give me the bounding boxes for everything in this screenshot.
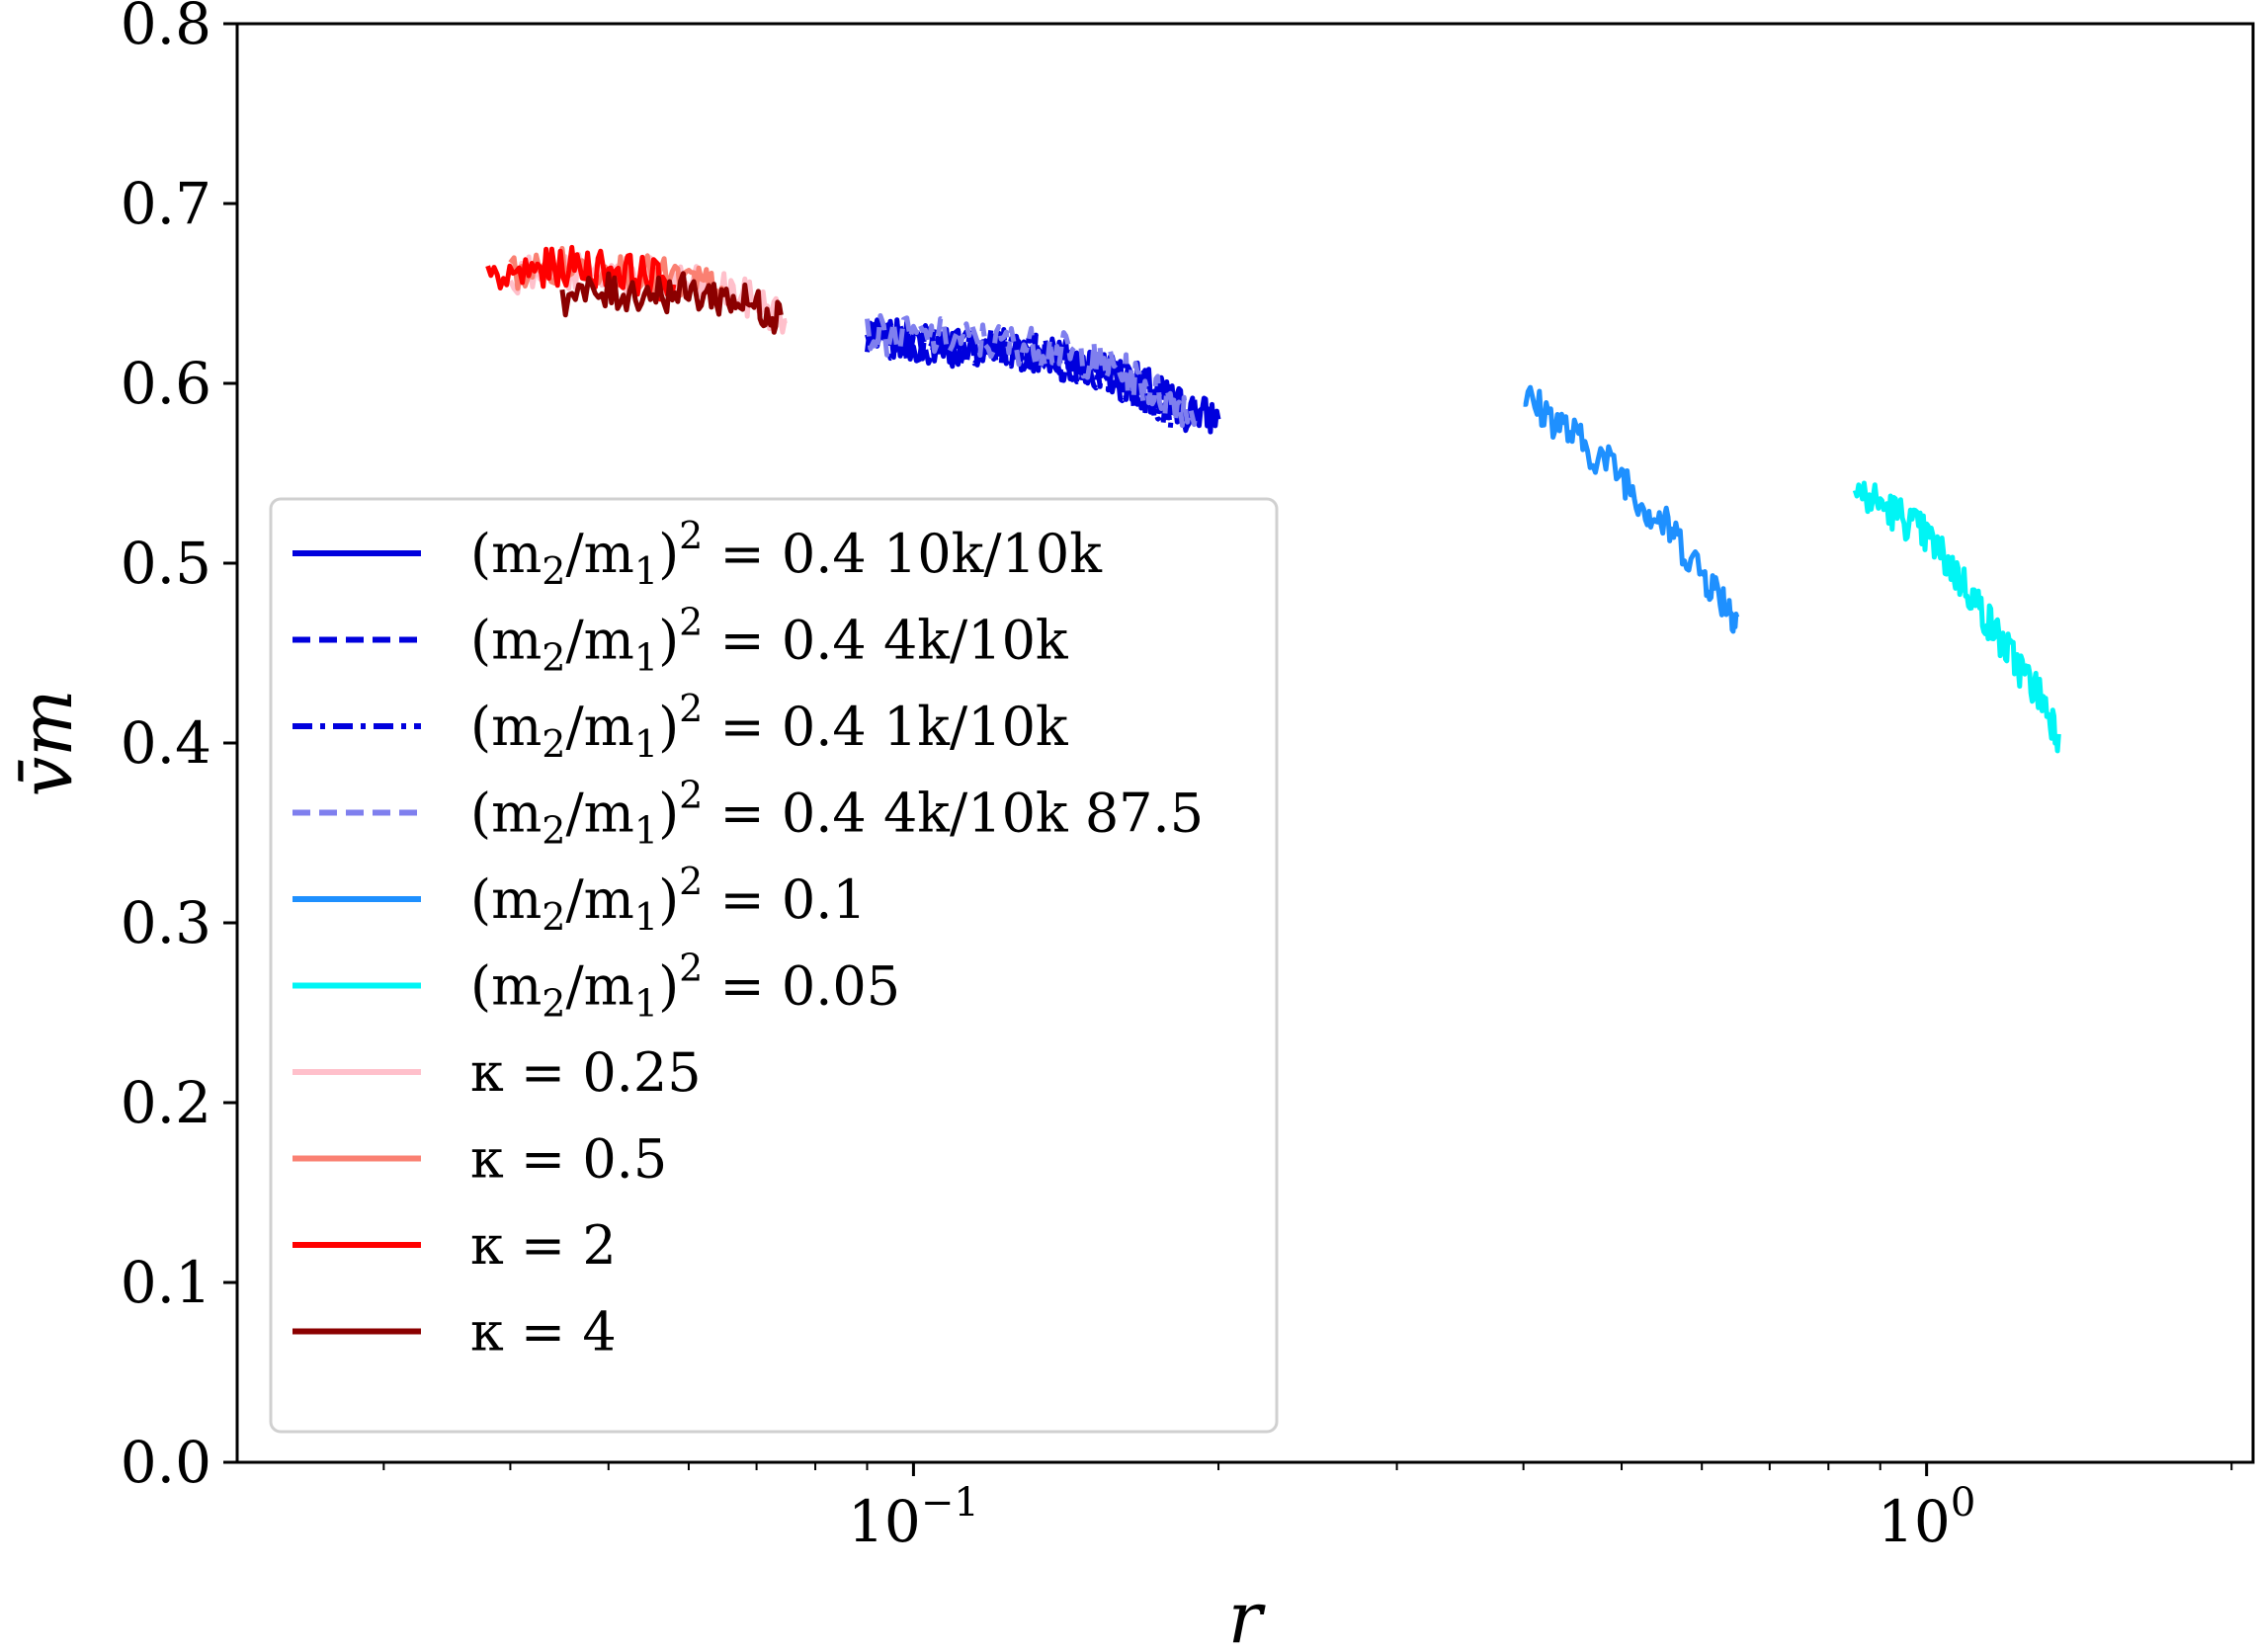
x-axis-label: r <box>1228 1576 1266 1652</box>
legend-label: κ = 4 <box>470 1301 617 1363</box>
series-line-5 <box>1852 480 2061 754</box>
y-tick-label: 0.2 <box>121 1069 211 1136</box>
x-tick-label: 100 <box>1878 1480 1975 1555</box>
y-tick-label: 0.6 <box>121 350 211 417</box>
y-tick-label: 0.1 <box>121 1249 211 1316</box>
series-line-3 <box>865 313 1199 429</box>
legend-label: (m2/m1)2 = 0.4 4k/10k 87.5 <box>470 774 1204 853</box>
legend-label: (m2/m1)2 = 0.4 1k/10k <box>470 687 1069 766</box>
legend: (m2/m1)2 = 0.4 10k/10k (m2/m1)2 = 0.4 4k/… <box>269 497 1279 1434</box>
y-tick-label: 0.8 <box>121 0 211 57</box>
y-tick-label: 0.0 <box>121 1429 211 1496</box>
y-tick-label: 0.5 <box>121 530 211 597</box>
y-tick-label: 0.3 <box>121 889 211 956</box>
legend-label: κ = 0.5 <box>470 1128 667 1191</box>
legend-label: (m2/m1)2 = 0.05 <box>470 947 900 1026</box>
y-axis-label: v̄m <box>5 690 88 797</box>
legend-label: (m2/m1)2 = 0.4 10k/10k <box>470 514 1103 593</box>
legend-label: (m2/m1)2 = 0.1 <box>470 860 867 939</box>
x-axis: 10−1 100 <box>382 1462 2233 1555</box>
series-line-9 <box>559 271 784 335</box>
y-tick-label: 0.4 <box>121 709 211 777</box>
series-layer <box>485 244 2061 754</box>
legend-label: κ = 0.25 <box>470 1041 702 1104</box>
legend-box <box>269 497 1279 1434</box>
legend-label: κ = 2 <box>470 1214 617 1277</box>
x-tick-label: 10−1 <box>848 1480 979 1555</box>
legend-label: (m2/m1)2 = 0.4 4k/10k <box>470 601 1069 680</box>
series-line-4 <box>1523 384 1740 634</box>
y-tick-label: 0.7 <box>121 170 211 237</box>
y-axis: 0.0 0.1 0.2 0.3 0.4 0.5 0.6 0.7 0.8 <box>121 0 237 1496</box>
